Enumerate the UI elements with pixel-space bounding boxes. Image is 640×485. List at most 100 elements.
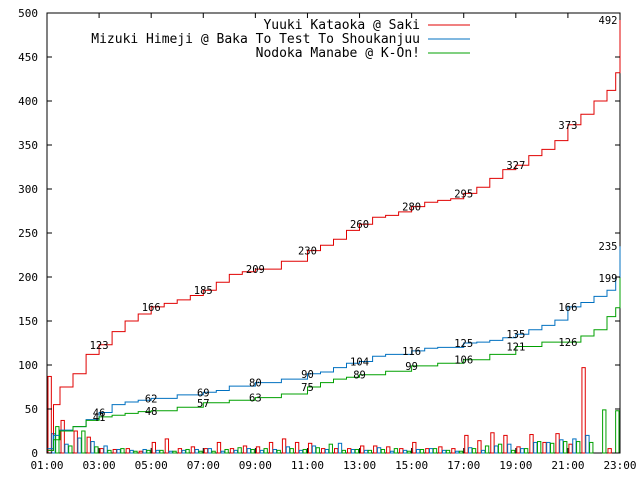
- hourly-bar: [468, 447, 473, 454]
- data-label: 80: [249, 378, 262, 390]
- hourly-bar: [523, 448, 529, 454]
- legend-entry-label: Mizuki Himeji @ Baka To Test To Shoukanj…: [91, 32, 420, 47]
- hourly-bar: [615, 410, 620, 454]
- series-line: [47, 246, 621, 450]
- data-label: 209: [246, 264, 265, 276]
- data-label: 48: [145, 406, 158, 418]
- hourly-bar: [229, 448, 235, 454]
- hourly-bar: [129, 449, 134, 454]
- data-label: 75: [301, 382, 314, 394]
- hourly-bar: [86, 436, 91, 454]
- hourly-bar: [442, 449, 447, 454]
- hourly-bar: [376, 447, 382, 454]
- x-tick-label: 23:00: [603, 459, 636, 472]
- x-tick-label: 01:00: [30, 459, 63, 472]
- hourly-bar: [373, 445, 378, 454]
- series-line: [47, 277, 621, 451]
- hourly-bar: [90, 441, 95, 454]
- data-label: 62: [145, 393, 158, 405]
- y-tick-label: 200: [18, 271, 38, 284]
- hourly-bar: [60, 419, 65, 454]
- hourly-bar: [572, 438, 577, 454]
- hourly-bar: [155, 449, 160, 454]
- hourly-bar: [151, 441, 157, 454]
- data-label: 41: [93, 412, 106, 424]
- hourly-bar: [216, 441, 222, 454]
- series-line: [47, 20, 621, 451]
- x-tick-label: 05:00: [135, 459, 168, 472]
- hourly-bar: [107, 449, 112, 454]
- data-label: 327: [506, 160, 525, 172]
- hourly-bar: [602, 409, 607, 454]
- hourly-bar: [68, 445, 73, 454]
- y-tick-label: 450: [18, 51, 38, 64]
- hourly-bar: [125, 448, 130, 454]
- hourly-bar: [298, 449, 304, 454]
- hourly-bar: [393, 448, 399, 454]
- data-label: 116: [402, 346, 421, 358]
- hourly-bar: [419, 448, 425, 454]
- hourly-bar: [77, 437, 82, 454]
- hourly-bar: [103, 445, 108, 454]
- hourly-bar: [185, 448, 190, 454]
- hourly-bar: [255, 446, 261, 454]
- hourly-bar: [510, 449, 516, 454]
- data-label: 57: [197, 398, 210, 410]
- hourly-bars: [47, 367, 620, 454]
- data-label: 230: [298, 246, 317, 258]
- hourly-bar: [112, 448, 117, 454]
- hourly-bar: [142, 448, 147, 454]
- data-label: 235: [599, 241, 618, 253]
- x-tick-label: 21:00: [551, 459, 584, 472]
- hourly-bar: [159, 449, 164, 454]
- data-label: 280: [402, 202, 421, 214]
- data-label: 199: [599, 273, 618, 285]
- data-label: 492: [599, 15, 618, 27]
- hourly-bar: [464, 434, 469, 454]
- data-label: 135: [506, 329, 525, 341]
- y-tick-label: 0: [31, 447, 38, 460]
- hourly-bar: [581, 367, 586, 454]
- hourly-bar: [471, 448, 477, 454]
- y-tick-label: 350: [18, 139, 38, 152]
- hourly-bar: [568, 443, 573, 454]
- hourly-bar: [386, 446, 391, 454]
- hourly-bar: [207, 448, 212, 454]
- hourly-bar: [276, 449, 281, 454]
- hourly-bar: [451, 448, 456, 454]
- hourly-bar: [360, 445, 365, 454]
- hourly-bar: [281, 438, 287, 454]
- hourly-bar: [337, 442, 343, 454]
- y-tick-label: 300: [18, 183, 38, 196]
- hourly-bar: [194, 448, 199, 454]
- hourly-bar: [224, 448, 229, 454]
- hourly-bar: [285, 446, 291, 454]
- hourly-bar: [428, 448, 434, 454]
- hourly-bar: [190, 446, 196, 454]
- data-label: 123: [90, 340, 109, 352]
- hourly-bar: [559, 439, 564, 454]
- data-label: 121: [506, 342, 525, 354]
- hourly-bar: [220, 450, 225, 454]
- hourly-bar: [406, 450, 412, 454]
- hourly-bar: [563, 441, 568, 454]
- hourly-bar: [507, 443, 512, 454]
- hourly-bar: [47, 375, 52, 454]
- hourly-bar: [272, 448, 278, 454]
- hourly-bar: [537, 441, 542, 454]
- hourly-bar: [302, 448, 307, 454]
- hourly-bar: [354, 448, 360, 454]
- hourly-bar: [520, 448, 525, 454]
- hourly-bar: [311, 445, 317, 454]
- data-labels: 123 166 185 209 230 260 280 295 327 373 492 46 62 69 8…: [90, 15, 618, 424]
- hourly-bar: [503, 434, 508, 454]
- hourly-bar: [399, 448, 404, 454]
- hourly-bar: [477, 440, 482, 454]
- data-label: 125: [454, 338, 473, 350]
- hourly-bar: [289, 448, 294, 454]
- hourly-bar: [138, 450, 143, 454]
- data-label: 185: [194, 285, 213, 297]
